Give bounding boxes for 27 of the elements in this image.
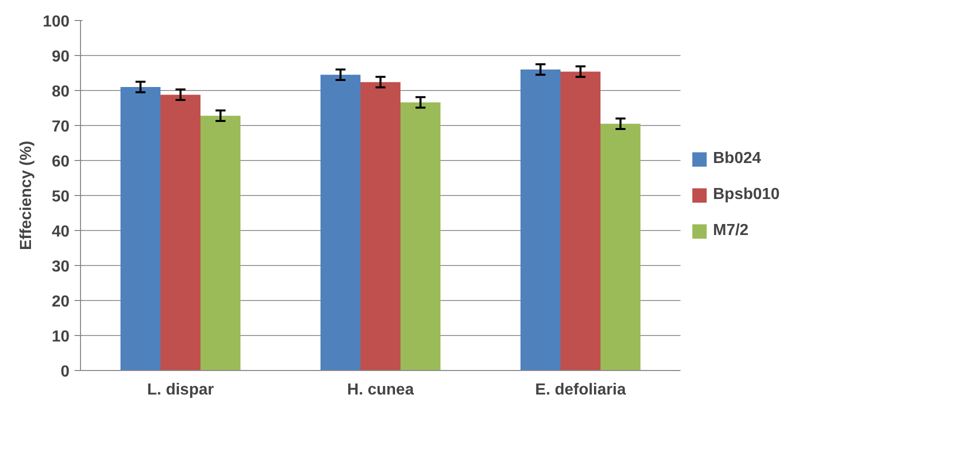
- bar: [320, 74, 360, 370]
- bar: [560, 72, 600, 370]
- legend-label: M7/2: [713, 222, 749, 240]
- y-tick-label: 10: [52, 328, 70, 346]
- y-tick-label: 0: [60, 364, 70, 380]
- bar: [160, 94, 200, 370]
- y-tick-label: 100: [42, 14, 70, 30]
- y-tick-label: 70: [52, 118, 70, 136]
- x-tick-label: E. defoliaria: [535, 382, 626, 398]
- x-tick-label: H. cunea: [347, 382, 414, 398]
- y-tick-label: 50: [52, 188, 70, 206]
- y-tick-label: 60: [52, 154, 70, 170]
- x-tick-label: L. dispar: [147, 382, 214, 398]
- y-tick-label: 20: [52, 294, 70, 310]
- bar: [400, 102, 440, 370]
- bar: [520, 70, 560, 370]
- y-tick-label: 40: [52, 224, 70, 240]
- y-tick-label: 90: [52, 48, 70, 66]
- legend-label: Bpsb010: [713, 186, 780, 204]
- legend-label: Bb024: [713, 150, 762, 168]
- bar: [600, 124, 640, 370]
- bar: [360, 82, 400, 370]
- bar: [120, 87, 160, 370]
- bar: [200, 116, 240, 370]
- y-tick-label: 80: [52, 84, 70, 100]
- y-tick-label: 30: [52, 258, 70, 276]
- y-axis-title: Effeciency (%): [18, 140, 35, 250]
